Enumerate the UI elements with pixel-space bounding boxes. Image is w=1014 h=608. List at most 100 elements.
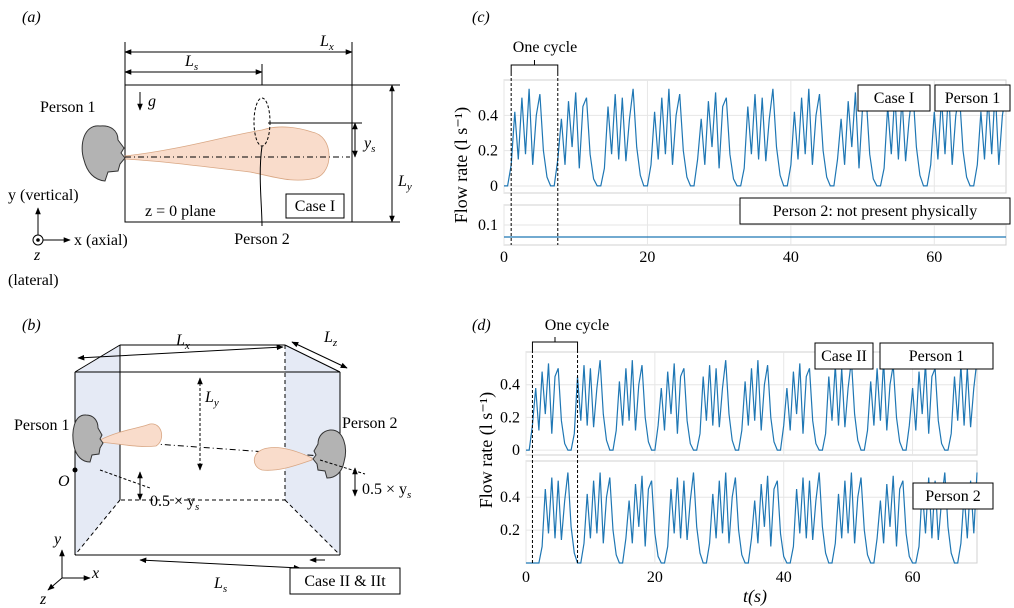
x-tick-label: 60 [905,569,921,586]
origin-dot [72,467,78,473]
dim-label: 0.5 × ys [150,493,199,513]
offset-guide [319,459,366,475]
dim-label: Ly [397,173,412,193]
y-tick-label: 0.4 [478,107,498,124]
x-tick-label: 40 [776,569,792,586]
panel-label: (c) [472,9,490,26]
plot-frame [525,460,978,564]
symbol: L [397,173,407,190]
axis-label: (lateral) [8,272,59,289]
plane-label: z = 0 plane [145,203,216,220]
symbol: 0.5 × y [362,481,407,498]
case-label: Case I [295,198,335,215]
subscript: s [407,489,411,501]
label-box [814,342,874,370]
panel-a: (a) Lx Ls g Person 1 ys Ly z = 0 plane C… [8,9,412,289]
hidden-edge [74,345,341,556]
panel-label: (b) [22,317,41,334]
annotation: One cycle [545,317,609,334]
axis-label: y (vertical) [8,187,79,204]
plume [254,447,313,471]
dim-label: Ls [184,53,198,73]
cycle-bracket [531,337,579,350]
label-text: Person 1 [945,90,1001,107]
subscript: z [332,337,338,349]
symbol: L [213,575,223,592]
dim-arrow [77,344,284,361]
case-box [285,193,345,219]
case-box [289,567,401,595]
y-tick-label: 0.2 [478,143,498,160]
x-axis-label: t(s) [743,586,767,607]
label-text: Case I [874,90,914,107]
axis-label: y [52,531,62,548]
panel-b: (b) Ly Lx Lz Person 1 Person 2 O 0.5 × y… [14,317,411,608]
side-plane [285,345,340,555]
person2-head [312,429,346,479]
axis-arrow [47,577,63,591]
x-tick-label: 0 [522,569,530,586]
panel-label: (d) [472,317,491,334]
person1-head [81,125,126,182]
leader-line [259,145,263,227]
dim-label: ys [362,135,375,155]
subscript: s [223,583,227,595]
cycle-box [510,73,559,245]
y-tick-label: 0 [490,178,498,195]
series-line [526,472,978,564]
subscript: s [371,143,375,155]
dim-label: Ly [204,389,219,409]
charts: (c) 0 0.2 0.4 Case I Person 1 0.1 Person 2: not… [451,9,1011,607]
person-label: Person 1 [40,99,96,116]
cycle-bracket [510,60,559,73]
gravity-label: g [148,93,156,110]
y-tick-label: 0.4 [500,489,520,506]
label-text: Person 2 [925,488,981,505]
label-text: Case II [821,348,867,365]
dim-label: Lx [175,332,190,352]
panel-label: (a) [22,9,41,26]
dim-label: 0.5 × ys [362,481,411,501]
symbol: L [323,329,333,346]
origin-label: O [58,473,70,490]
y-tick-label: 0.1 [478,217,498,234]
label-box [934,84,1011,112]
offset-guide [99,469,151,489]
y-tick-label: 0 [512,442,520,459]
label-text: Person 1 [909,348,965,365]
axis-label: x [91,565,99,582]
person-label: Person 1 [14,417,70,434]
label-box [857,84,931,112]
label-box [912,482,994,510]
person-label: Person 2 [342,415,398,432]
y-tick-label: 0.2 [500,522,520,539]
subscript: x [184,340,190,352]
symbol: y [362,135,372,152]
person-label: Person 2 [234,231,290,248]
label-text: Person 2: not present physically [773,203,977,220]
dim-arrow [139,557,301,571]
symbol: L [184,53,194,70]
annotation: One cycle [513,39,577,56]
plume [99,423,163,447]
y-axis-label: Flow rate (l s⁻¹) [451,107,472,223]
subscript: x [328,41,334,53]
dim-label: Ls [213,575,227,595]
label-box [739,197,1011,225]
dim-label: Lx [319,33,334,53]
axis-origin-dot [36,238,40,242]
subscript: s [194,61,198,73]
dim-arrow [291,341,348,369]
subscript: y [213,397,219,409]
x-tick-label: 20 [639,249,655,266]
axis-label: z [33,247,41,264]
axis-label: z [39,591,47,608]
x-tick-label: 40 [783,249,799,266]
x-tick-label: 20 [647,569,663,586]
case-label: Case II & IIt [304,573,386,590]
x-tick-label: 60 [926,249,942,266]
subscript: s [195,501,199,513]
series-line [504,88,1007,187]
axis-label: x (axial) [74,232,128,249]
